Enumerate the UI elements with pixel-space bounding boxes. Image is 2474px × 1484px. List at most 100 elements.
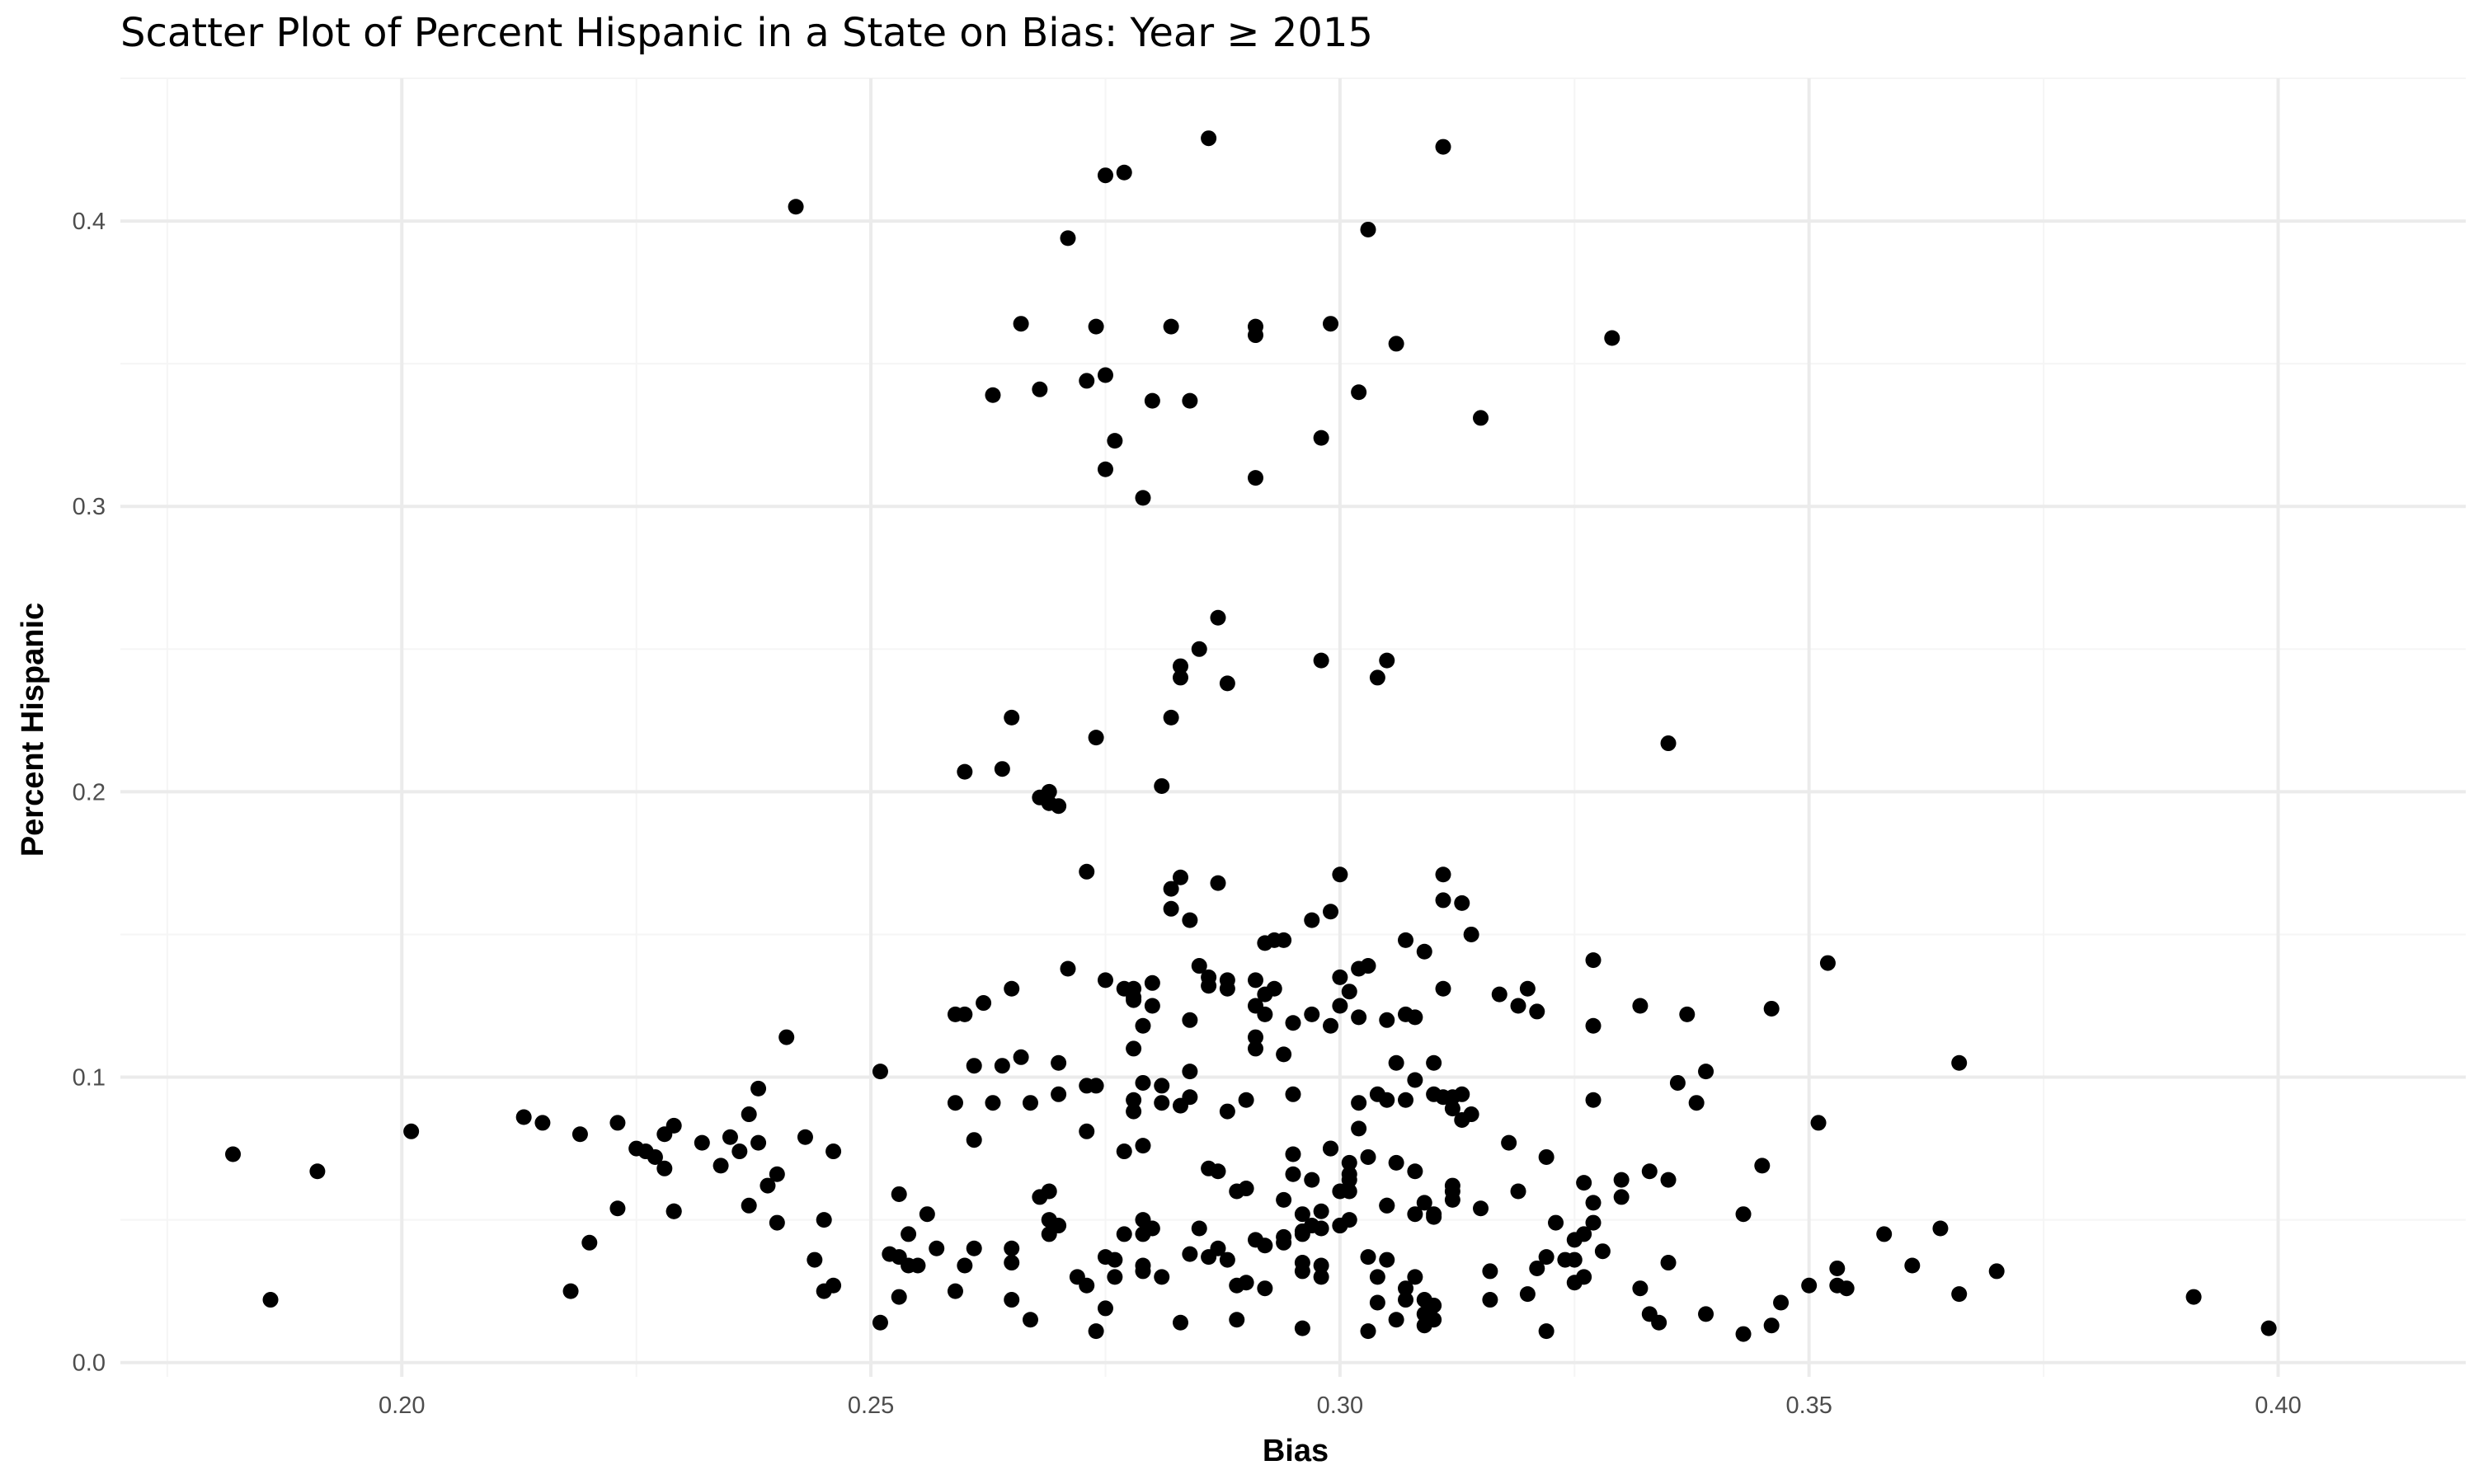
data-point xyxy=(1435,892,1451,909)
data-point xyxy=(1172,658,1188,674)
data-point xyxy=(1529,1260,1545,1276)
y-tick-label: 0.3 xyxy=(73,494,106,520)
data-point xyxy=(1182,1089,1198,1106)
data-point xyxy=(666,1203,682,1219)
data-point xyxy=(1004,709,1020,726)
data-point xyxy=(1013,1049,1029,1065)
data-point xyxy=(1576,1226,1592,1242)
data-point xyxy=(1566,1252,1583,1268)
data-point xyxy=(1501,1134,1517,1151)
data-point xyxy=(1144,1220,1160,1237)
data-point xyxy=(1426,1312,1442,1328)
data-point xyxy=(1388,1154,1404,1171)
data-point xyxy=(1407,1009,1423,1026)
data-point xyxy=(1763,1317,1780,1334)
data-point xyxy=(1135,490,1151,506)
data-point xyxy=(1529,1003,1545,1020)
data-point xyxy=(825,1277,842,1294)
data-point xyxy=(1097,1300,1113,1317)
data-point xyxy=(666,1117,682,1134)
data-point xyxy=(1247,972,1263,989)
data-point xyxy=(1294,1320,1310,1336)
data-point xyxy=(1079,373,1095,389)
data-point xyxy=(2185,1289,2202,1305)
data-point xyxy=(1210,609,1226,626)
data-point xyxy=(1951,1054,1968,1071)
data-point xyxy=(262,1292,279,1308)
data-point xyxy=(1266,980,1282,997)
data-point xyxy=(919,1206,935,1223)
data-point xyxy=(1323,1140,1339,1157)
data-point xyxy=(957,1257,973,1274)
data-point xyxy=(1201,130,1217,147)
data-point xyxy=(1154,1269,1170,1285)
data-point xyxy=(1079,863,1095,880)
data-point xyxy=(1313,652,1329,669)
data-point xyxy=(1735,1206,1752,1223)
data-point xyxy=(1182,1012,1198,1028)
data-point xyxy=(1988,1263,2005,1280)
data-point xyxy=(1951,1286,1968,1303)
data-point xyxy=(1219,1252,1235,1268)
data-point xyxy=(1801,1277,1818,1294)
data-point xyxy=(1407,1269,1423,1285)
data-point xyxy=(1407,1163,1423,1180)
data-point xyxy=(1313,1269,1329,1285)
data-point xyxy=(1360,1323,1376,1340)
data-point xyxy=(1257,1280,1273,1297)
data-point xyxy=(1191,958,1207,974)
data-point xyxy=(1154,777,1170,794)
data-point xyxy=(807,1252,823,1268)
data-point xyxy=(1754,1158,1771,1174)
data-point xyxy=(1660,1255,1677,1271)
data-point xyxy=(1482,1263,1498,1280)
data-point xyxy=(1323,1017,1339,1034)
data-point xyxy=(1332,866,1348,883)
tick-labels: 0.20 0.25 0.30 0.35 0.40 0.0 0.1 0.2 0.3 0.4 xyxy=(73,209,2302,1419)
data-point xyxy=(1473,410,1489,426)
data-point xyxy=(722,1129,738,1145)
data-point xyxy=(1510,1183,1526,1200)
data-point xyxy=(309,1163,326,1180)
data-point xyxy=(1135,1263,1151,1280)
data-point xyxy=(1819,955,1836,971)
data-point xyxy=(694,1134,710,1151)
data-point xyxy=(1022,1312,1038,1328)
data-point xyxy=(750,1080,767,1097)
data-point xyxy=(1454,1086,1470,1102)
data-point xyxy=(1341,1166,1357,1182)
data-point xyxy=(769,1166,785,1182)
data-point xyxy=(1669,1074,1686,1091)
data-point xyxy=(581,1234,598,1251)
data-point xyxy=(1398,1292,1414,1308)
data-point xyxy=(778,1029,795,1045)
data-point xyxy=(1369,1294,1385,1311)
data-point xyxy=(1341,1212,1357,1228)
data-points xyxy=(225,130,2277,1342)
data-point xyxy=(1341,1183,1357,1200)
data-point xyxy=(1426,1054,1442,1071)
data-point xyxy=(1735,1326,1752,1342)
data-point xyxy=(1276,932,1292,948)
data-point xyxy=(1641,1163,1658,1180)
data-point xyxy=(1454,895,1470,911)
data-point xyxy=(985,387,1001,403)
data-point xyxy=(1491,986,1507,1003)
data-point xyxy=(1182,912,1198,928)
data-point xyxy=(1313,1203,1329,1219)
data-point xyxy=(1369,669,1385,686)
data-point xyxy=(1369,1269,1385,1285)
data-point xyxy=(1238,1275,1254,1291)
data-point xyxy=(1585,952,1602,969)
data-point xyxy=(891,1186,907,1202)
data-point xyxy=(872,1064,888,1080)
data-point xyxy=(1688,1095,1705,1111)
data-point xyxy=(1257,1006,1273,1022)
data-point xyxy=(1435,139,1451,155)
x-tick-label: 0.25 xyxy=(848,1392,894,1419)
data-point xyxy=(1473,1200,1489,1217)
data-point xyxy=(1463,926,1479,942)
data-point xyxy=(760,1177,776,1194)
data-point xyxy=(1210,1240,1226,1256)
data-point xyxy=(1247,1029,1263,1045)
